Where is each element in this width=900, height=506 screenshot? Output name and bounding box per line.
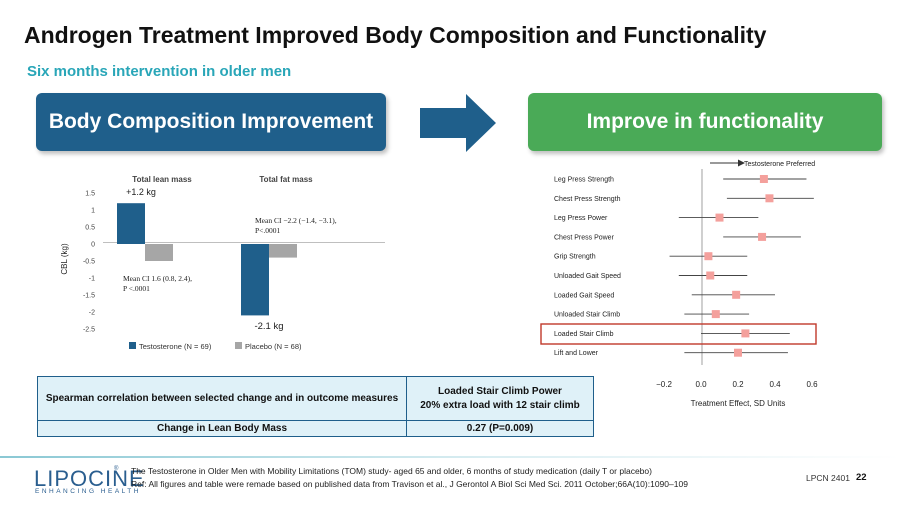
forest-point-marker [759, 175, 768, 183]
forest-row-label: Loaded Gait Speed [554, 292, 614, 299]
forest-row-label: Chest Press Power [554, 234, 615, 241]
highlight-box [540, 323, 817, 345]
y-tick-label: 0.5 [85, 225, 95, 232]
y-tick-label: 1.5 [85, 191, 95, 198]
forest-row-label: Chest Press Strength [554, 196, 621, 203]
footer-divider [0, 456, 900, 458]
document-code: LPCN 2401 [806, 473, 850, 483]
legend-testosterone-label: Testosterone (N = 69) [139, 342, 212, 351]
y-tick-label: -2 [89, 310, 95, 317]
forest-point-marker [758, 232, 767, 241]
testosterone-bar-1 [241, 244, 269, 316]
legend-placebo-label: Placebo (N = 68) [245, 342, 302, 351]
placebo-bar-1 [269, 244, 297, 258]
forest-x-tick-label: 0.6 [806, 380, 818, 389]
correlation-table: Spearman correlation between selected ch… [37, 376, 594, 437]
company-logo: LIPOCINE [34, 466, 145, 491]
y-tick-labels: 1.5 1 0.5 0 -0.5 -1 -1.5 -2 -2.5 [83, 191, 95, 334]
forest-row-label: Unloaded Gait Speed [554, 273, 621, 280]
forest-point-marker [715, 213, 724, 222]
y-tick-label: -0.5 [83, 259, 95, 266]
page-title: Androgen Treatment Improved Body Composi… [24, 22, 767, 48]
y-tick-label: 1 [91, 208, 95, 215]
y-tick-label: -2.5 [83, 327, 95, 334]
forest-x-tick-label: 0.2 [732, 380, 744, 389]
forest-row-label: Lift and Lower [554, 350, 599, 357]
table-header-left: Spearman correlation between selected ch… [37, 376, 407, 421]
functionality-banner: Improve in functionality [528, 93, 882, 151]
body-composition-banner: Body Composition Improvement [36, 93, 386, 151]
forest-x-tick-label: −0.2 [656, 380, 672, 389]
table-row-left: Change in Lean Body Mass [37, 420, 407, 437]
y-tick-label: -1 [89, 276, 95, 283]
lean-value-label: +1.2 kg [126, 187, 156, 197]
page-number: 22 [856, 472, 867, 483]
table-header-right-line1: Loaded Stair Climb Power [438, 386, 562, 397]
forest-row-label: Leg Press Power [554, 215, 608, 222]
forest-point-marker [734, 348, 742, 357]
forest-point-marker [732, 290, 741, 299]
forest-x-tick-label: 0.0 [695, 380, 707, 389]
lean-annotation-line1: Mean CI 1.6 (0.8, 2.4), [123, 274, 192, 283]
forest-x-axis-label: Treatment Effect, SD Units [691, 399, 786, 408]
legend-testosterone-swatch [129, 342, 136, 349]
forest-point-marker [765, 194, 774, 203]
forest-x-tick-labels: −0.2 0.0 0.2 0.4 0.6 [656, 380, 818, 389]
forest-row-label: Grip Strength [554, 254, 596, 261]
y-axis-label: CBL (kg) [60, 243, 69, 275]
legend-placebo-swatch [235, 342, 242, 349]
fat-annotation-line2: P<.0001 [255, 226, 281, 235]
testosterone-bar-0 [117, 203, 145, 244]
bar-marks [117, 203, 297, 316]
page-subtitle: Six months intervention in older men [27, 63, 292, 80]
testosterone-preferred-label: Testosterone Preferred [744, 161, 815, 168]
forest-row-label: Unloaded Stair Climb [554, 312, 620, 319]
footer-reference: Ref: All figures and table were remade b… [131, 479, 688, 489]
table-row: Change in Lean Body Mass 0.27 (P=0.009) [37, 420, 594, 437]
forest-point-marker [706, 271, 715, 280]
group-label-fat: Total fat mass [259, 175, 313, 184]
group-label-lean: Total lean mass [132, 175, 192, 184]
body-composition-bar-chart: Total lean mass Total fat mass CBL (kg) … [60, 175, 385, 351]
forest-x-tick-label: 0.4 [769, 380, 781, 389]
table-row-right: 0.27 (P=0.009) [406, 420, 594, 437]
forest-point-marker [741, 329, 750, 338]
table-header-right: Loaded Stair Climb Power 20% extra load … [406, 376, 594, 421]
y-tick-label: 0 [91, 242, 95, 249]
forest-row-label: Loaded Stair Climb [554, 331, 614, 338]
functionality-forest-plot: Testosterone Preferred Leg Press Strengt… [540, 159, 818, 408]
table-header-right-line2: 20% extra load with 12 stair climb [420, 400, 580, 411]
y-tick-label: -1.5 [83, 293, 95, 300]
fat-annotation-line1: Mean CI −2.2 (−1.4, −3.1), [255, 216, 337, 225]
registered-mark: ® [114, 466, 119, 472]
placebo-bar-0 [145, 244, 173, 261]
right-arrow-icon [420, 94, 496, 152]
table-header-row: Spearman correlation between selected ch… [37, 376, 594, 421]
fat-value-label: -2.1 kg [254, 321, 283, 332]
forest-row-label: Leg Press Strength [554, 177, 614, 184]
forest-point-marker [704, 252, 713, 261]
footer-study-note: The Testosterone in Older Men with Mobil… [131, 466, 652, 476]
forest-point-marker [711, 310, 720, 319]
lean-annotation-line2: P <.0001 [123, 284, 150, 293]
company-tagline: ENHANCING HEALTH [35, 488, 141, 495]
preferred-arrow-head [738, 159, 745, 167]
forest-rows: Leg Press Strength Chest Press Strength Le… [554, 175, 814, 357]
